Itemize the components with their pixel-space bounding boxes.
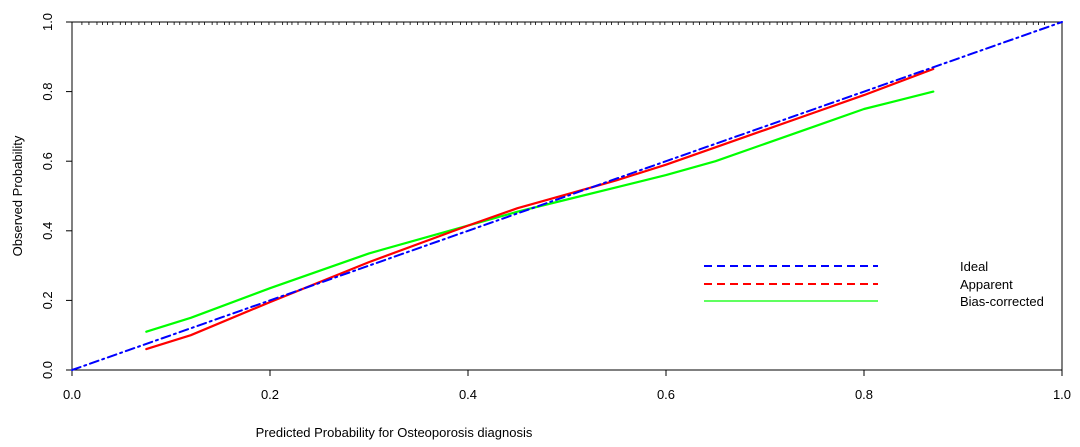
legend-label: Apparent: [960, 277, 1013, 292]
y-tick-label: 0.6: [40, 152, 55, 170]
x-axis: 0.0 0.2 0.4 0.6 0.8 1.0: [63, 370, 1071, 402]
series-line-apparent: [145, 67, 935, 351]
x-tick-label: 0.6: [657, 387, 675, 402]
legend-label: Ideal: [960, 259, 988, 274]
y-tick-label: 0.8: [40, 83, 55, 101]
x-tick-label: 0.8: [855, 387, 873, 402]
y-axis: 0.0 0.2 0.4 0.6 0.8 1.0: [40, 13, 72, 379]
y-tick-label: 1.0: [40, 13, 55, 31]
legend-label: Bias-corrected: [960, 294, 1044, 309]
x-tick-label: 1.0: [1053, 387, 1071, 402]
top-rug-ticks: [81, 22, 1045, 25]
x-tick-label: 0.4: [459, 387, 477, 402]
plot-frame: [71, 21, 1063, 371]
y-tick-label: 0.2: [40, 291, 55, 309]
x-tick-label: 0.0: [63, 387, 81, 402]
series-layer: [71, 21, 1063, 371]
series-line-ideal: [71, 21, 1063, 371]
y-axis-title: Observed Probability: [10, 135, 25, 256]
x-axis-title: Predicted Probability for Osteoporosis d…: [256, 425, 533, 440]
legend: Ideal Apparent Bias-corrected: [704, 259, 1044, 309]
y-tick-label: 0.0: [40, 361, 55, 379]
series-line-bias-corrected: [145, 90, 935, 333]
y-tick-label: 0.4: [40, 222, 55, 240]
x-tick-label: 0.2: [261, 387, 279, 402]
